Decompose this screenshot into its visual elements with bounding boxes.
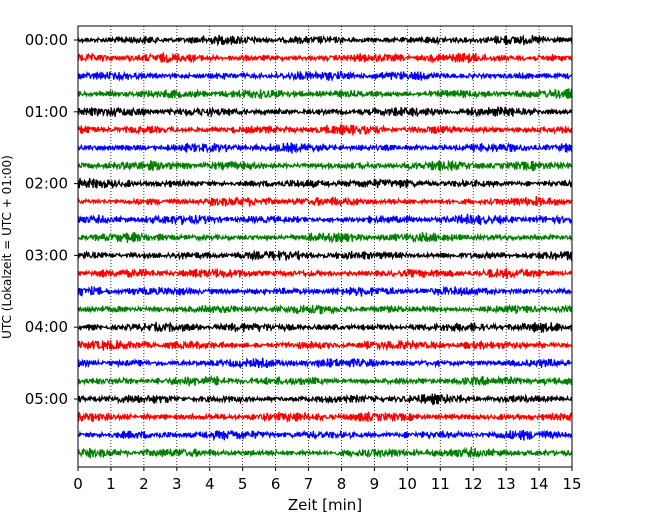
trace-0145 bbox=[77, 160, 573, 172]
trace-0245 bbox=[77, 231, 573, 244]
trace-0230 bbox=[77, 213, 573, 226]
x-tick-label: 11 bbox=[431, 475, 450, 493]
trace-0315 bbox=[77, 267, 573, 280]
trace-0015 bbox=[77, 52, 573, 64]
trace-0345 bbox=[77, 303, 573, 316]
x-tick-label: 6 bbox=[271, 475, 281, 493]
trace-0215 bbox=[77, 196, 573, 208]
x-tick-label: 14 bbox=[530, 475, 549, 493]
trace-0400 bbox=[77, 321, 573, 333]
x-tick-label: 12 bbox=[464, 475, 483, 493]
x-tick-label: 0 bbox=[73, 475, 83, 493]
x-tick-label: 3 bbox=[172, 475, 182, 493]
trace-0515 bbox=[77, 411, 573, 424]
trace-0500 bbox=[77, 393, 573, 406]
trace-0445 bbox=[77, 374, 573, 387]
x-tick-label: 4 bbox=[205, 475, 215, 493]
y-axis: 00:00 01:00 02:00 03:00 04:00 05:00 bbox=[25, 31, 78, 408]
trace-0130 bbox=[77, 141, 573, 154]
trace-0330 bbox=[77, 285, 573, 297]
y-tick-label: 02:00 bbox=[25, 175, 68, 193]
x-tick-label: 8 bbox=[337, 475, 347, 493]
trace-0045 bbox=[77, 88, 573, 100]
x-tick-label: 5 bbox=[238, 475, 248, 493]
x-axis-label: Zeit [min] bbox=[288, 496, 362, 514]
x-tick-label: 9 bbox=[370, 475, 380, 493]
trace-0000 bbox=[77, 34, 573, 47]
x-tick-label: 13 bbox=[497, 475, 516, 493]
x-tick-label: 7 bbox=[304, 475, 314, 493]
x-tick-label: 2 bbox=[139, 475, 149, 493]
y-axis-label: UTC (Lokalzeit = UTC + 01:00) bbox=[0, 155, 14, 339]
x-tick-label: 10 bbox=[398, 475, 417, 493]
y-tick-label: 01:00 bbox=[25, 103, 68, 121]
trace-0115 bbox=[77, 124, 573, 136]
trace-0545 bbox=[77, 446, 573, 459]
x-tick-label: 1 bbox=[106, 475, 116, 493]
y-tick-label: 03:00 bbox=[25, 246, 68, 264]
y-tick-label: 00:00 bbox=[25, 31, 68, 49]
trace-0200 bbox=[77, 177, 573, 189]
plot-frame bbox=[77, 25, 573, 468]
x-tick-label: 15 bbox=[562, 475, 581, 493]
trace-0100 bbox=[77, 106, 573, 118]
trace-0430 bbox=[77, 356, 573, 370]
trace-0530 bbox=[77, 429, 573, 442]
traces-group bbox=[77, 34, 573, 459]
trace-0300 bbox=[77, 249, 573, 262]
trace-0415 bbox=[77, 339, 573, 352]
y-tick-label: 05:00 bbox=[25, 390, 68, 408]
trace-0030 bbox=[77, 70, 573, 83]
y-tick-label: 04:00 bbox=[25, 318, 68, 336]
x-axis: 0 1 2 3 4 5 6 7 8 9 10 11 12 13 14 15 bbox=[73, 467, 582, 493]
